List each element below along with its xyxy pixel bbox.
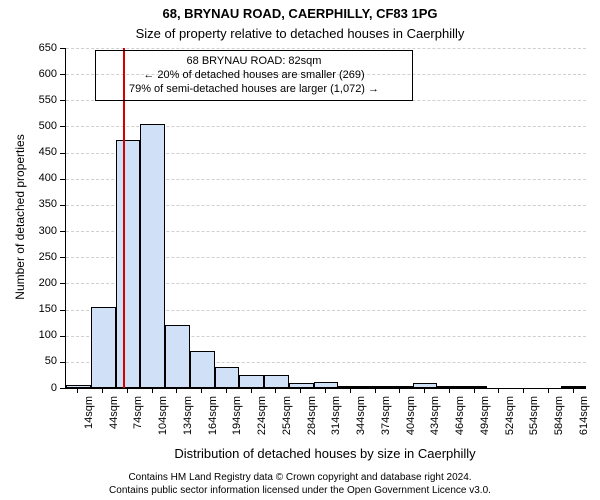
x-tick-mark — [251, 388, 252, 393]
y-tick-mark — [60, 310, 65, 311]
y-tick-mark — [60, 48, 65, 49]
annotation-line: 68 BRYNAU ROAD: 82sqm — [104, 55, 404, 69]
x-tick-label: 584sqm — [553, 396, 565, 435]
title-sub: Size of property relative to detached ho… — [0, 26, 600, 41]
y-axis-label: Number of detached properties — [13, 67, 27, 367]
x-tick-mark — [399, 388, 400, 393]
y-tick-label: 500 — [39, 120, 57, 132]
x-tick-mark — [325, 388, 326, 393]
y-tick-label: 300 — [39, 225, 57, 237]
x-tick-label: 494sqm — [479, 396, 491, 435]
x-tick-mark — [201, 388, 202, 393]
x-tick-label: 14sqm — [83, 396, 95, 429]
y-tick-mark — [60, 153, 65, 154]
title-main: 68, BRYNAU ROAD, CAERPHILLY, CF83 1PG — [0, 6, 600, 21]
x-tick-mark — [77, 388, 78, 393]
x-tick-label: 44sqm — [108, 396, 120, 429]
x-tick-label: 254sqm — [281, 396, 293, 435]
histogram-bar — [165, 325, 190, 388]
x-tick-mark — [226, 388, 227, 393]
histogram-bar — [314, 382, 339, 388]
y-tick-label: 600 — [39, 68, 57, 80]
histogram-bar — [338, 386, 363, 388]
x-tick-mark — [300, 388, 301, 393]
x-tick-mark — [474, 388, 475, 393]
y-tick-label: 150 — [39, 303, 57, 315]
x-tick-mark — [449, 388, 450, 393]
histogram-bar — [140, 124, 165, 388]
x-tick-label: 524sqm — [504, 396, 516, 435]
x-tick-mark — [375, 388, 376, 393]
histogram-bar — [66, 385, 91, 388]
y-tick-mark — [60, 74, 65, 75]
y-tick-label: 400 — [39, 172, 57, 184]
y-tick-mark — [60, 179, 65, 180]
y-tick-mark — [60, 100, 65, 101]
x-tick-label: 374sqm — [380, 396, 392, 435]
footer-line: Contains public sector information licen… — [0, 485, 600, 498]
histogram-bar — [239, 375, 264, 388]
histogram-bar — [190, 351, 215, 388]
annotation-line: 79% of semi-detached houses are larger (… — [104, 83, 404, 97]
histogram-bar — [388, 386, 413, 388]
annotation-line: ← 20% of detached houses are smaller (26… — [104, 69, 404, 83]
y-tick-label: 0 — [51, 382, 57, 394]
y-tick-label: 250 — [39, 251, 57, 263]
grid-line — [66, 48, 586, 49]
y-tick-mark — [60, 205, 65, 206]
x-tick-label: 344sqm — [355, 396, 367, 435]
x-tick-mark — [275, 388, 276, 393]
footer-attribution: Contains HM Land Registry data © Crown c… — [0, 472, 600, 497]
x-tick-mark — [498, 388, 499, 393]
chart-root: 68, BRYNAU ROAD, CAERPHILLY, CF83 1PG Si… — [0, 0, 600, 500]
x-tick-label: 554sqm — [529, 396, 541, 435]
x-tick-mark — [176, 388, 177, 393]
x-tick-label: 164sqm — [207, 396, 219, 435]
x-tick-mark — [102, 388, 103, 393]
y-tick-mark — [60, 231, 65, 232]
x-tick-label: 404sqm — [405, 396, 417, 435]
histogram-bar — [91, 307, 116, 388]
y-tick-label: 450 — [39, 146, 57, 158]
y-tick-mark — [60, 362, 65, 363]
histogram-bar — [437, 386, 462, 388]
histogram-bar — [215, 367, 240, 388]
footer-line: Contains HM Land Registry data © Crown c… — [0, 472, 600, 485]
histogram-bar — [264, 375, 289, 388]
x-tick-label: 614sqm — [578, 396, 590, 435]
y-tick-label: 200 — [39, 277, 57, 289]
x-tick-label: 464sqm — [454, 396, 466, 435]
x-tick-mark — [523, 388, 524, 393]
x-tick-mark — [127, 388, 128, 393]
x-tick-label: 134sqm — [182, 396, 194, 435]
y-tick-label: 50 — [45, 355, 57, 367]
x-tick-label: 284sqm — [306, 396, 318, 435]
histogram-bar — [462, 386, 487, 388]
y-tick-mark — [60, 126, 65, 127]
y-tick-label: 100 — [39, 329, 57, 341]
y-tick-mark — [60, 388, 65, 389]
x-tick-label: 224sqm — [256, 396, 268, 435]
y-tick-mark — [60, 283, 65, 284]
y-tick-label: 650 — [39, 42, 57, 54]
y-tick-label: 550 — [39, 94, 57, 106]
x-tick-label: 314sqm — [330, 396, 342, 435]
x-tick-mark — [573, 388, 574, 393]
x-tick-label: 74sqm — [132, 396, 144, 429]
histogram-bar — [116, 140, 141, 388]
x-tick-mark — [350, 388, 351, 393]
x-tick-label: 434sqm — [430, 396, 442, 435]
x-tick-label: 194sqm — [231, 396, 243, 435]
x-tick-mark — [548, 388, 549, 393]
y-tick-mark — [60, 336, 65, 337]
annotation-box: 68 BRYNAU ROAD: 82sqm← 20% of detached h… — [95, 50, 413, 101]
x-tick-label: 104sqm — [157, 396, 169, 435]
x-axis-label: Distribution of detached houses by size … — [65, 446, 585, 461]
y-tick-mark — [60, 257, 65, 258]
x-tick-mark — [152, 388, 153, 393]
x-tick-mark — [424, 388, 425, 393]
y-tick-label: 350 — [39, 198, 57, 210]
